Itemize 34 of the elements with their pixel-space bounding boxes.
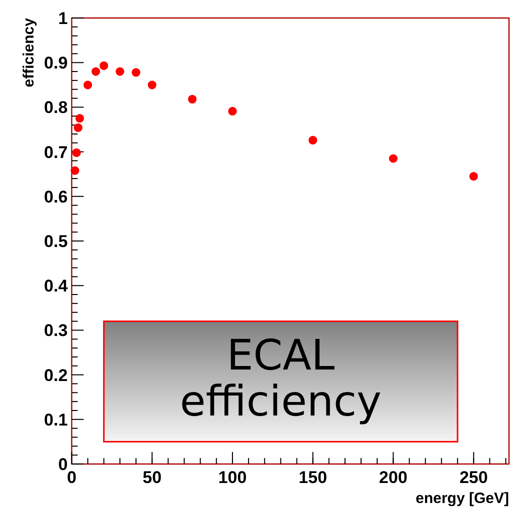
y-tick-label: 0.7	[44, 142, 68, 162]
point	[74, 123, 82, 132]
x-tick-label: 100	[218, 468, 247, 487]
point	[83, 80, 92, 90]
y-tick-label: 0.5	[44, 232, 68, 251]
point	[70, 166, 80, 175]
y-tick-label: 0	[58, 455, 68, 474]
y-tick-label: 0.8	[44, 98, 68, 118]
annotation: ECAL efficiency	[180, 330, 382, 426]
y-tick-label: 0.9	[44, 54, 68, 73]
y-tick-label: 0.4	[44, 276, 68, 296]
point	[100, 61, 108, 70]
x-tick-label: 250	[459, 468, 488, 487]
y-tick-label: 0.6	[44, 187, 68, 206]
point	[469, 172, 478, 181]
point	[132, 68, 140, 77]
point	[92, 67, 100, 76]
x-tick-label: 50	[142, 468, 162, 487]
point	[228, 106, 237, 116]
x-tick-label: 200	[379, 468, 408, 487]
point	[188, 94, 197, 104]
point	[72, 148, 81, 157]
y-tick-label: 1	[58, 9, 68, 28]
y-axis-title: efficiency	[20, 17, 38, 88]
point	[388, 154, 398, 163]
y-tick-label: 0.3	[44, 321, 68, 340]
y-tick-label: 0.2	[44, 366, 68, 385]
y-tick-label: 0.1	[44, 410, 68, 430]
point	[75, 114, 84, 123]
point	[148, 80, 156, 90]
point	[308, 136, 318, 145]
point	[116, 67, 124, 76]
x-tick-label: 150	[298, 468, 328, 487]
x-axis-title: energy [GeV]	[416, 490, 509, 507]
